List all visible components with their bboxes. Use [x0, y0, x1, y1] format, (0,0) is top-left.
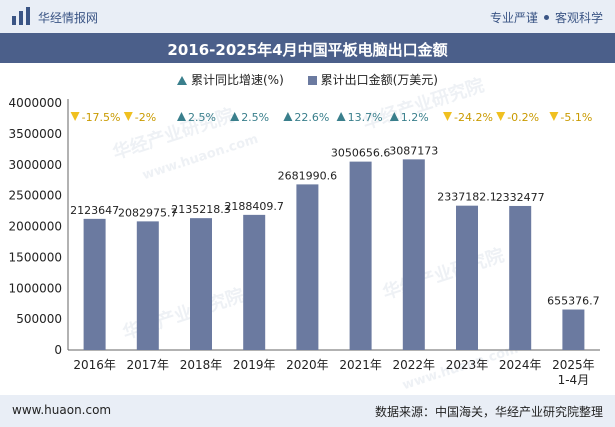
data-label: 2337182.1: [437, 191, 497, 204]
growth-label: 2.5%: [188, 111, 216, 124]
growth-label: -5.1%: [560, 111, 592, 124]
y-tick-label: 500000: [16, 312, 62, 326]
chart-legend: 累计同比增速(%) 累计出口金额(万美元): [0, 71, 615, 91]
footer-source: 数据来源：中国海关，华经产业研究院整理: [374, 405, 603, 419]
bar: [136, 221, 159, 350]
x-tick-label: 2023年: [446, 358, 489, 372]
growth-label: -24.2%: [454, 111, 493, 124]
x-tick-label: 2019年: [233, 358, 276, 372]
x-tick-label: 2022年: [393, 358, 436, 372]
x-tick-label: 2017年: [127, 358, 170, 372]
slogan-tag-1: 专业严谨: [489, 11, 538, 25]
x-tick-label: 2016年: [73, 358, 116, 372]
data-label: 2681990.6: [278, 169, 338, 182]
bar: [83, 218, 106, 350]
data-label: 3087173: [389, 144, 438, 157]
data-label: 2135218.3: [171, 203, 231, 216]
title-bar: 2016-2025年4月中国平板电脑出口金额: [0, 33, 615, 63]
triangle-down-icon: [70, 112, 80, 121]
top-bar: 华经情报网 专业严谨 客观科学: [0, 0, 615, 33]
y-tick-label: 2000000: [9, 220, 62, 234]
bar: [190, 218, 212, 350]
slogan: 专业严谨 客观科学: [490, 9, 603, 26]
x-tick-label: 2025年: [552, 358, 595, 372]
footer-url[interactable]: www.huaon.com: [12, 403, 112, 417]
site-name: 华经情报网: [38, 11, 99, 25]
growth-label: 22.6%: [294, 111, 329, 124]
x-tick-label: 2020年: [286, 358, 329, 372]
triangle-down-icon: [496, 112, 506, 121]
triangle-up-icon: [177, 76, 187, 85]
data-label: 2123647: [70, 204, 119, 217]
y-tick-label: 2500000: [9, 189, 62, 203]
slogan-tag-2: 客观科学: [554, 11, 603, 25]
bar: [243, 214, 266, 350]
legend-growth: 累计同比增速(%): [177, 71, 284, 88]
growth-label: 2.5%: [241, 111, 269, 124]
data-label: 2082975.7: [118, 206, 178, 219]
bar: [296, 184, 319, 350]
growth-label: 13.7%: [348, 111, 383, 124]
x-tick-label: 2021年: [339, 358, 382, 372]
triangle-down-icon: [443, 112, 452, 121]
bar: [456, 205, 478, 350]
bar: [349, 161, 372, 350]
bar: [509, 205, 532, 350]
growth-label: -17.5%: [82, 111, 121, 124]
triangle-up-icon: [283, 112, 293, 121]
data-label: 655376.7: [547, 295, 600, 308]
y-tick-label: 3500000: [9, 127, 62, 141]
y-tick-label: 1500000: [9, 250, 62, 264]
triangle-up-icon: [389, 112, 399, 121]
bullet-dot-icon: [543, 15, 549, 20]
legend-amount-label: 累计出口金额(万美元): [320, 73, 438, 87]
growth-label: -2%: [135, 111, 156, 124]
growth-label: 1.2%: [401, 111, 429, 124]
data-label: 3050656.6: [331, 147, 391, 160]
x-tick-label: 1-4月: [558, 373, 590, 387]
y-tick-label: 3000000: [9, 158, 62, 172]
triangle-up-icon: [230, 112, 240, 121]
triangle-up-icon: [336, 112, 346, 121]
footer-bar: www.huaon.com 数据来源：中国海关，华经产业研究院整理: [0, 395, 615, 427]
logo-icon: [12, 7, 30, 25]
growth-label: -0.2%: [507, 111, 539, 124]
bar: [562, 309, 585, 350]
bar: [402, 159, 425, 350]
x-tick-label: 2018年: [180, 358, 223, 372]
y-tick-label: 1000000: [9, 281, 62, 295]
y-tick-label: 4000000: [9, 96, 62, 110]
triangle-down-icon: [549, 112, 559, 121]
bar-swatch-icon: [307, 76, 317, 85]
data-label: 2332477: [496, 191, 545, 204]
chart-title: 2016-2025年4月中国平板电脑出口金额: [167, 41, 448, 59]
triangle-up-icon: [177, 112, 186, 121]
chart-plot: 0 500000 1000000 1500000 2000000 2500000 30000…: [9, 96, 600, 387]
y-tick-label: 0: [54, 343, 62, 357]
triangle-down-icon: [123, 112, 133, 121]
legend-growth-label: 累计同比增速(%): [191, 73, 284, 87]
x-tick-label: 2024年: [499, 358, 542, 372]
data-label: 2188409.7: [224, 200, 284, 213]
legend-amount: 累计出口金额(万美元): [307, 71, 438, 88]
